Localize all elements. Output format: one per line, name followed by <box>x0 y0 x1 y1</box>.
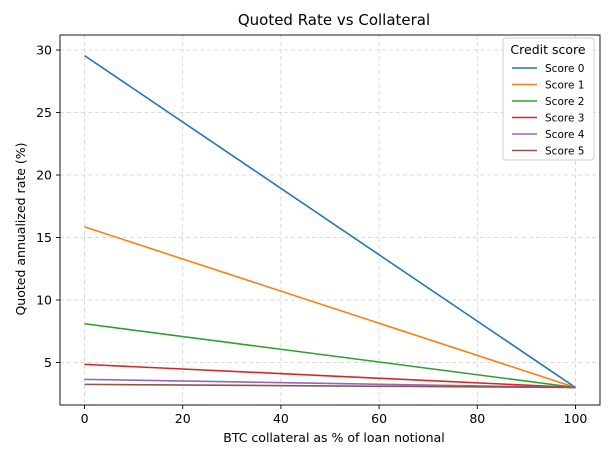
legend-label: Score 5 <box>545 146 584 158</box>
legend-label: Score 3 <box>545 113 584 125</box>
series-line-score-5 <box>84 383 576 389</box>
y-tick-label: 30 <box>36 43 52 58</box>
x-axis-label: BTC collateral as % of loan notional <box>223 430 444 445</box>
legend-label: Score 0 <box>545 63 584 75</box>
legend-items: Score 0 Score 1 Score 2 Score 3 Score 4 Score… <box>512 63 585 158</box>
x-tick-label: 0 <box>81 411 89 426</box>
y-tick-label: 25 <box>36 105 52 120</box>
y-tick-label: 20 <box>36 168 52 183</box>
y-axis-ticks: 5 10 15 20 25 30 <box>36 43 60 370</box>
chart-title: Quoted Rate vs Collateral <box>238 11 430 29</box>
x-tick-label: 100 <box>564 411 588 426</box>
legend-label: Score 2 <box>545 96 584 108</box>
legend-title: Credit score <box>510 42 585 57</box>
series-line-score-3 <box>84 363 576 389</box>
y-tick-label: 5 <box>44 355 52 370</box>
y-tick-label: 15 <box>36 230 52 245</box>
legend-label: Score 4 <box>545 129 585 141</box>
x-tick-label: 60 <box>371 411 387 426</box>
x-tick-label: 40 <box>273 411 289 426</box>
x-tick-label: 20 <box>175 411 191 426</box>
y-tick-label: 10 <box>36 293 52 308</box>
x-tick-label: 80 <box>469 411 485 426</box>
series-line-score-1 <box>84 226 576 389</box>
series-line-score-2 <box>84 322 576 389</box>
x-axis-ticks: 0 20 40 60 80 100 <box>81 405 588 426</box>
legend-label: Score 1 <box>545 80 584 92</box>
series-line-score-4 <box>84 378 576 389</box>
plot-frame <box>59 34 601 406</box>
series-lines <box>84 54 576 389</box>
series-line-score-0 <box>84 54 576 389</box>
y-axis-label: Quoted annualized rate (%) <box>13 142 28 315</box>
grid-lines <box>60 35 600 405</box>
